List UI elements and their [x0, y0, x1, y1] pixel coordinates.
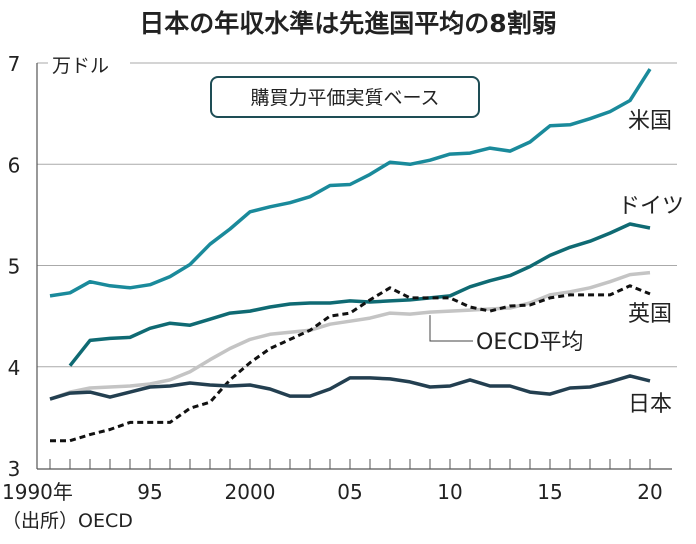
y-tick-label: 6 [8, 153, 21, 177]
y-axis-unit-label: 万ドル [52, 55, 109, 77]
subtitle-text: 購買力平価実質ベース [250, 87, 439, 109]
y-tick-label: 3 [8, 457, 21, 481]
subtitle-box-frame [210, 76, 480, 118]
x-tick-label: 2000 [225, 480, 276, 504]
series-label: ドイツ [618, 194, 684, 219]
series-line-ドイツ [68, 222, 651, 367]
axes: 3 4 5 6 7 1990年 95 2000 05 10 15 20 [2, 52, 672, 504]
oecd-leader-line [429, 315, 473, 342]
subtitle-box: 購買力平価実質ベース [210, 76, 480, 118]
series-line-英国 [50, 284, 651, 443]
x-tick-label: 20 [637, 480, 662, 504]
x-tick-label: 1990年 [2, 480, 73, 504]
gridlines [37, 62, 677, 368]
source-note: （出所）OECD [2, 510, 133, 532]
series-label: 日本 [628, 392, 672, 417]
x-tick-label: 95 [137, 480, 162, 504]
series-label: OECD平均 [476, 330, 584, 355]
chart-title: 日本の年収水準は先進国平均の8割弱 [139, 9, 556, 38]
x-tick-label: 05 [337, 480, 362, 504]
y-tick-label: 5 [8, 255, 21, 279]
y-tick-label: 7 [8, 52, 21, 76]
x-tick-label: 10 [437, 480, 462, 504]
series-line-日本 [49, 374, 651, 401]
series-label: 英国 [628, 302, 672, 327]
series-label: 米国 [628, 109, 672, 134]
y-tick-label: 4 [8, 356, 21, 380]
series-lines [49, 68, 652, 443]
x-tick-label: 15 [537, 480, 562, 504]
series-line-OECD平均 [49, 270, 651, 401]
series-line-米国 [49, 68, 652, 298]
